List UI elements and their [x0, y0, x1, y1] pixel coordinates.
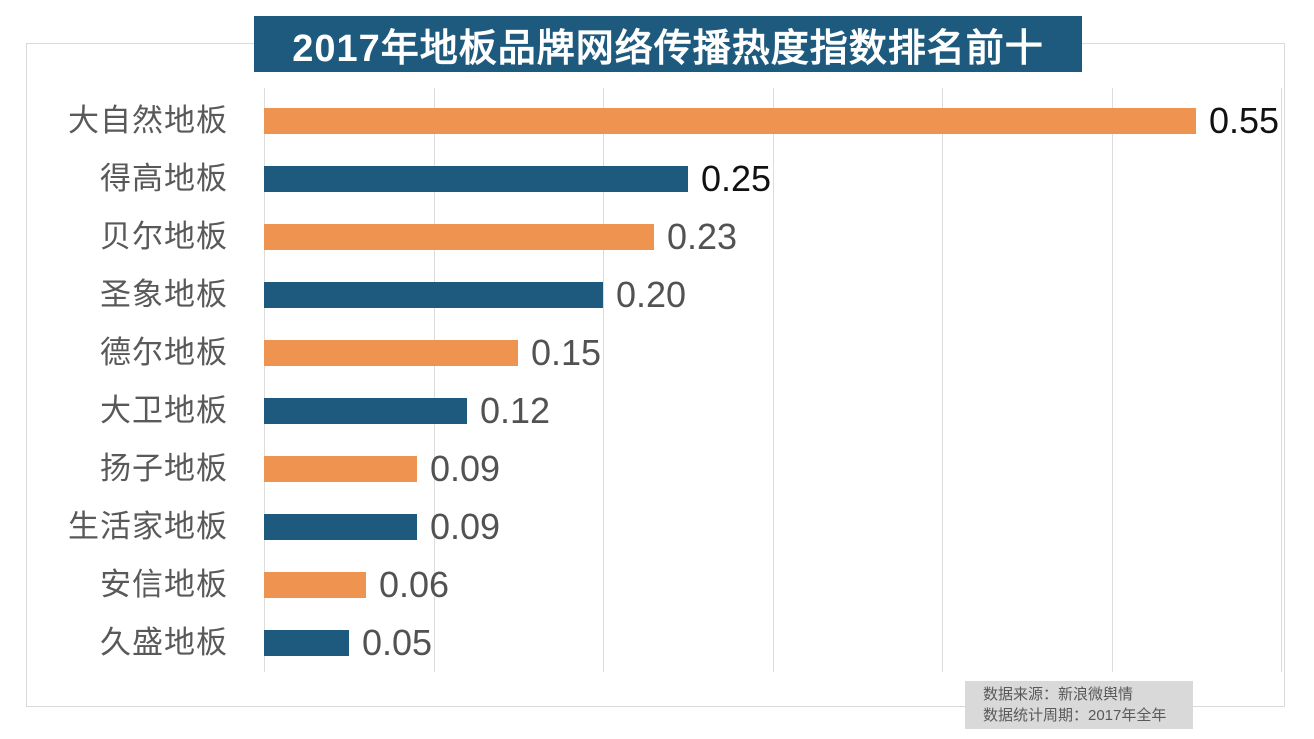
value-label: 0.25 — [701, 158, 772, 199]
value-label: 0.12 — [480, 390, 551, 431]
value-label: 0.09 — [430, 448, 501, 489]
gridline — [264, 88, 265, 672]
bar — [264, 108, 1196, 134]
gridline — [434, 88, 435, 672]
value-label: 0.05 — [362, 622, 433, 663]
bar — [264, 630, 349, 656]
category-label: 扬子地板 — [100, 451, 228, 486]
gridline — [942, 88, 943, 672]
bar — [264, 514, 417, 540]
data-source-note: 数据来源：新浪微舆情 数据统计周期：2017年全年 — [965, 681, 1193, 729]
bar — [264, 224, 654, 250]
gridline — [773, 88, 774, 672]
category-label: 生活家地板 — [68, 509, 228, 544]
value-label: 0.09 — [430, 506, 501, 547]
value-label: 0.06 — [379, 564, 450, 605]
category-label: 久盛地板 — [100, 625, 228, 660]
source-line: 数据来源：新浪微舆情 — [983, 686, 1134, 703]
chart-title: 2017年地板品牌网络传播热度指数排名前十 — [292, 27, 1044, 70]
gridline — [1281, 88, 1282, 672]
category-label: 大自然地板 — [68, 103, 228, 138]
gridline — [1112, 88, 1113, 672]
category-label: 德尔地板 — [100, 335, 228, 370]
category-label: 贝尔地板 — [100, 219, 228, 254]
chart-title-banner: 2017年地板品牌网络传播热度指数排名前十 — [254, 16, 1082, 72]
gridline — [603, 88, 604, 672]
period-line: 数据统计周期：2017年全年 — [983, 707, 1167, 724]
value-label: 0.20 — [616, 274, 687, 315]
category-label: 圣象地板 — [100, 277, 228, 312]
bar — [264, 166, 688, 192]
value-label: 0.15 — [531, 332, 602, 373]
category-label: 得高地板 — [100, 161, 228, 196]
bar — [264, 282, 603, 308]
value-label: 0.55 — [1209, 100, 1280, 141]
value-label: 0.23 — [667, 216, 738, 257]
chart-plot-frame — [26, 43, 1285, 707]
category-label: 大卫地板 — [100, 393, 228, 428]
bar — [264, 398, 467, 424]
bar — [264, 340, 518, 366]
bar — [264, 456, 417, 482]
category-label: 安信地板 — [100, 567, 228, 602]
bar — [264, 572, 366, 598]
